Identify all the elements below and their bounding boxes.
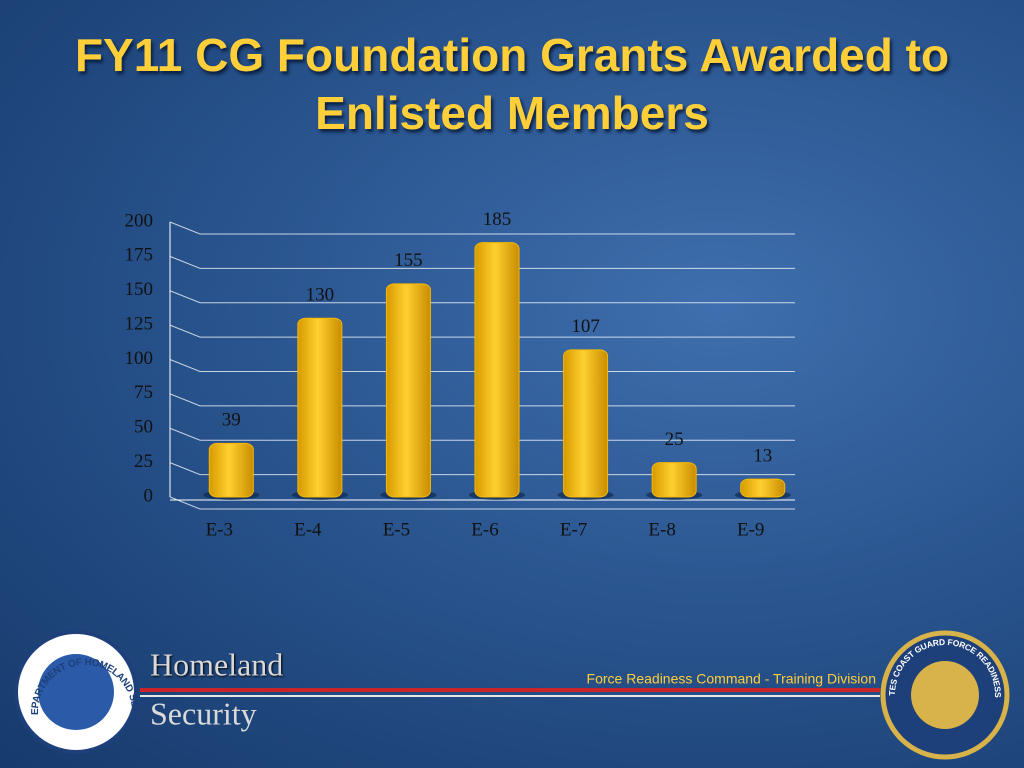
bar xyxy=(385,283,431,498)
value-label: 107 xyxy=(571,316,600,337)
value-label: 39 xyxy=(222,410,241,431)
value-label: 155 xyxy=(394,250,423,271)
x-tick-label: E-3 xyxy=(206,519,233,540)
x-tick-label: E-7 xyxy=(560,519,587,540)
grid-line xyxy=(169,496,795,510)
y-tick-label: 50 xyxy=(134,417,153,438)
x-tick-label: E-8 xyxy=(648,519,675,540)
division: Force Readiness Command - Training Divis… xyxy=(587,671,876,687)
y-tick-label: 125 xyxy=(125,313,154,334)
cg-seal-center xyxy=(911,661,979,729)
y-tick-label: 150 xyxy=(125,279,154,300)
agency-name: Security xyxy=(150,695,257,731)
grid-line xyxy=(169,255,795,269)
value-label: 25 xyxy=(665,429,684,450)
value-label: 185 xyxy=(483,209,512,230)
grid-line xyxy=(169,324,795,338)
bar xyxy=(651,462,697,498)
bar xyxy=(474,242,520,498)
y-tick-label: 75 xyxy=(134,382,153,403)
agency-name: Homeland xyxy=(150,646,283,682)
value-label: 13 xyxy=(753,445,772,466)
x-tick-label: E-6 xyxy=(471,519,498,540)
x-tick-label: E-4 xyxy=(294,519,322,540)
grid-line xyxy=(169,221,795,235)
x-tick-label: E-9 xyxy=(737,519,764,540)
seal-text: U.S. DEPARTMENT OF HOMELAND SECURITY xyxy=(0,0,140,715)
y-tick-label: 100 xyxy=(125,348,154,369)
bar xyxy=(208,442,254,498)
dhs-seal-center xyxy=(38,654,114,730)
grid-line xyxy=(169,290,795,304)
seal-text: U.S. DEPARTMENT OF HOMELAND SECURITY xyxy=(0,0,140,715)
y-tick-label: 25 xyxy=(134,451,153,472)
y-tick-label: 0 xyxy=(144,485,154,506)
bar xyxy=(563,349,609,498)
bar xyxy=(297,317,343,498)
value-label: 130 xyxy=(306,285,335,306)
chart-title: FY11 CG Foundation Grants Awarded to Enl… xyxy=(74,29,950,139)
y-tick-label: 200 xyxy=(125,210,154,231)
bar xyxy=(740,478,786,498)
x-tick-label: E-5 xyxy=(383,519,410,540)
y-tick-label: 175 xyxy=(125,245,154,266)
